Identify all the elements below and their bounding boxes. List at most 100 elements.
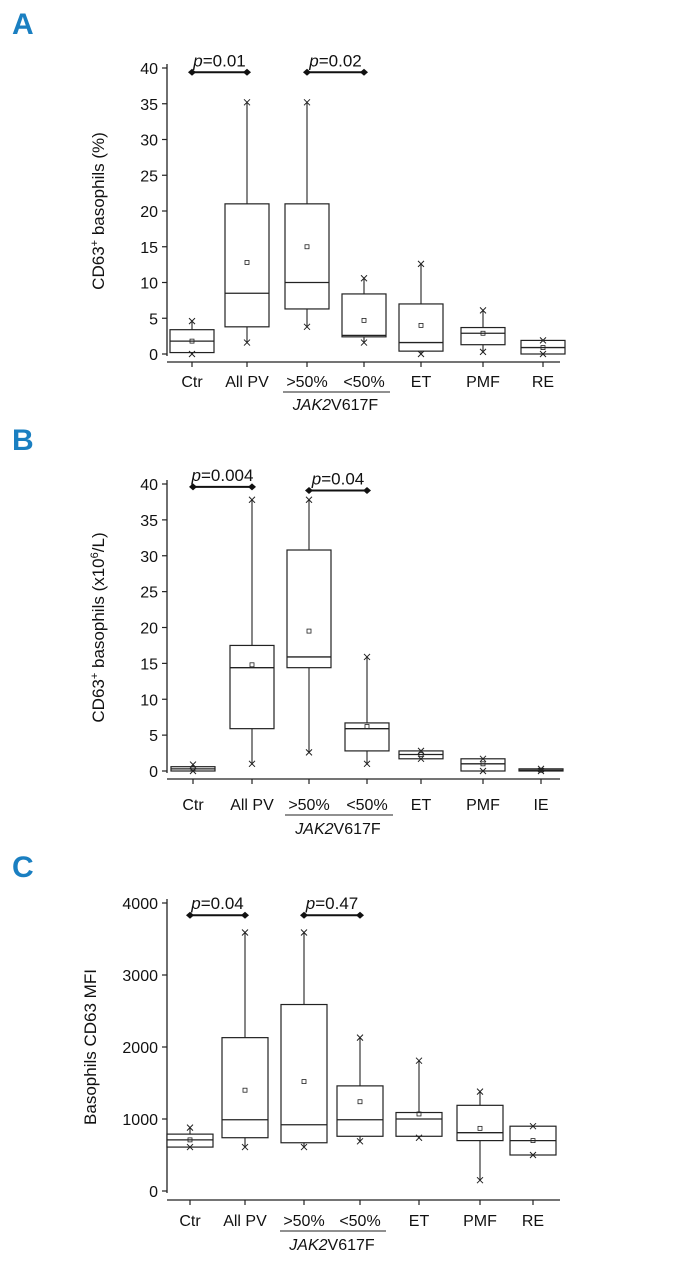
box-5 bbox=[456, 1088, 504, 1184]
panel-b: B 0 5 10 15 20 25 30 35 40 Ctr All PV >50% <50% ET PMF I… bbox=[12, 424, 564, 838]
y-tick-label: 40 bbox=[140, 477, 158, 494]
group-label: JAK2V617F bbox=[294, 821, 381, 838]
box-6 bbox=[520, 337, 566, 358]
max-marker bbox=[539, 337, 547, 344]
box-1 bbox=[221, 929, 269, 1151]
y-tick-label: 30 bbox=[140, 133, 158, 150]
min-marker bbox=[300, 1143, 308, 1151]
x-tick-label: All PV bbox=[230, 797, 274, 814]
mean-marker bbox=[418, 752, 424, 757]
mean-marker bbox=[187, 1137, 193, 1143]
mean-marker bbox=[306, 628, 312, 634]
x-tick-label: <50% bbox=[343, 374, 384, 391]
comparison-1: p=0.02 bbox=[303, 51, 368, 76]
y-axis-title-rest: basophils (%) bbox=[89, 132, 108, 240]
x-tick-label: ET bbox=[409, 1213, 430, 1230]
group-label-rest: V617F bbox=[328, 1237, 375, 1254]
mean-marker bbox=[244, 260, 250, 265]
box-iqr bbox=[341, 293, 387, 338]
y-axis-title-main: CD63 bbox=[89, 246, 108, 289]
panel-a: A 0 5 10 15 20 25 30 35 40 Ctr All PV >50% <50% ET PMF R… bbox=[12, 8, 566, 414]
max-marker bbox=[248, 496, 256, 504]
y-tick-label: 10 bbox=[140, 692, 158, 709]
y-tick-label: 5 bbox=[149, 728, 158, 745]
comparison-1: p=0.04 bbox=[305, 469, 371, 494]
x-tick-label: >50% bbox=[288, 797, 329, 814]
max-marker bbox=[417, 747, 425, 755]
min-marker bbox=[539, 350, 547, 358]
p-value: =0.04 bbox=[201, 894, 244, 913]
p-value: =0.04 bbox=[321, 469, 364, 488]
box-1 bbox=[229, 496, 275, 768]
p-value: =0.01 bbox=[203, 51, 246, 70]
y-tick-label: 0 bbox=[149, 347, 158, 364]
group-label-rest: V617F bbox=[334, 821, 381, 838]
max-marker bbox=[479, 307, 487, 314]
y-tick-label: 15 bbox=[140, 240, 158, 257]
box-5 bbox=[460, 307, 506, 356]
x-tick-label: All PV bbox=[223, 1213, 267, 1230]
y-tick-label: 20 bbox=[140, 621, 158, 638]
p-symbol: p bbox=[311, 469, 321, 488]
box-4 bbox=[395, 1057, 443, 1142]
x-tick-label: >50% bbox=[286, 374, 327, 391]
box-0 bbox=[170, 761, 216, 775]
x-tick-label: >50% bbox=[283, 1213, 324, 1230]
p-value-label: p=0.01 bbox=[192, 51, 245, 70]
p-value-label: p=0.04 bbox=[311, 469, 364, 488]
box-2 bbox=[286, 496, 332, 756]
box-iqr bbox=[286, 549, 332, 669]
box-4 bbox=[398, 260, 444, 358]
group-label: JAK2V617F bbox=[288, 1237, 375, 1254]
min-marker bbox=[360, 339, 368, 346]
y-tick-label: 35 bbox=[140, 513, 158, 530]
box-iqr bbox=[456, 1104, 504, 1142]
x-tick-label: PMF bbox=[466, 374, 500, 391]
mean-marker bbox=[540, 345, 546, 350]
mean-marker bbox=[189, 338, 195, 344]
box-iqr bbox=[284, 203, 330, 310]
x-tick-label: IE bbox=[533, 797, 548, 814]
box-3 bbox=[336, 1034, 384, 1145]
min-marker bbox=[363, 760, 371, 768]
group-label-rest: V617F bbox=[331, 397, 378, 414]
comparison-diamond bbox=[188, 68, 196, 76]
y-tick-label: 15 bbox=[140, 656, 158, 673]
y-tick-label: 4000 bbox=[122, 896, 158, 913]
y-axis-title-sup2: 6 bbox=[89, 552, 101, 558]
comparison-diamond bbox=[186, 911, 194, 919]
x-tick-label: PMF bbox=[466, 797, 500, 814]
comparison-diamond bbox=[363, 486, 371, 494]
group-label-italic: JAK2 bbox=[294, 821, 333, 838]
mean-marker bbox=[480, 330, 486, 336]
y-axis-title: CD63+ basophils (x106/L) bbox=[89, 532, 108, 722]
x-tick-label: All PV bbox=[225, 374, 269, 391]
comparison-diamond bbox=[248, 483, 256, 491]
box-6 bbox=[509, 1122, 557, 1159]
y-tick-label: 5 bbox=[149, 311, 158, 328]
y-axis-title-main: Basophils CD63 MFI bbox=[81, 969, 100, 1125]
max-marker bbox=[186, 1124, 194, 1131]
min-marker bbox=[476, 1176, 484, 1184]
box-iqr bbox=[344, 722, 390, 752]
y-tick-label: 3000 bbox=[122, 968, 158, 985]
x-tick-label: RE bbox=[522, 1213, 544, 1230]
box-0 bbox=[169, 317, 215, 358]
max-marker bbox=[360, 274, 368, 282]
min-marker bbox=[305, 748, 313, 756]
comparison-0: p=0.004 bbox=[189, 466, 256, 491]
min-marker bbox=[479, 767, 487, 775]
comparison-diamond bbox=[189, 483, 197, 491]
x-tick-label: Ctr bbox=[182, 797, 204, 814]
x-tick-label: ET bbox=[411, 374, 432, 391]
y-tick-label: 40 bbox=[140, 61, 158, 78]
p-symbol: p bbox=[191, 466, 201, 485]
max-marker bbox=[476, 1088, 484, 1095]
min-marker bbox=[241, 1143, 249, 1151]
mean-marker bbox=[357, 1099, 363, 1105]
mean-marker bbox=[242, 1087, 248, 1093]
y-tick-label: 2000 bbox=[122, 1040, 158, 1057]
max-marker bbox=[189, 761, 197, 768]
x-tick-label: <50% bbox=[339, 1213, 380, 1230]
